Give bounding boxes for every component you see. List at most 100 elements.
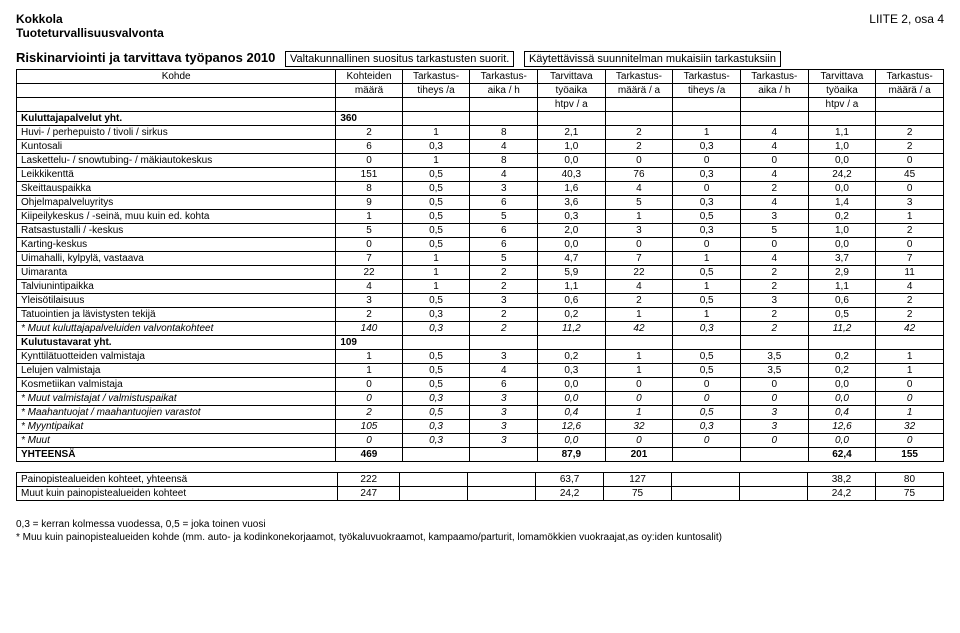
cell: 7 — [336, 252, 402, 266]
cell: 0 — [605, 238, 673, 252]
cell: 3,6 — [538, 196, 606, 210]
cell: 1 — [673, 126, 741, 140]
cell: 1 — [402, 280, 470, 294]
cell: 0 — [336, 238, 402, 252]
cell: 1,4 — [808, 196, 876, 210]
cell — [672, 487, 740, 501]
cell: 0,2 — [808, 350, 876, 364]
col-header — [402, 98, 470, 112]
row-label: Talviunintipaikka — [17, 280, 336, 294]
footnote-2: * Muu kuin painopistealueiden kohde (mm.… — [16, 532, 944, 543]
row-label: Ratsastustalli / -keskus — [17, 224, 336, 238]
row-label: * Maahantuojat / maahantuojien varastot — [17, 406, 336, 420]
table-row: Ratsastustalli / -keskus50,562,030,351,0… — [17, 224, 944, 238]
cell: 5 — [336, 224, 402, 238]
row-label: Uimaranta — [17, 266, 336, 280]
cell: 0 — [740, 238, 808, 252]
cell: 3 — [470, 406, 538, 420]
table-row: Skeittauspaikka80,531,64020,00 — [17, 182, 944, 196]
footnotes: 0,3 = kerran kolmessa vuodessa, 0,5 = jo… — [16, 519, 944, 543]
cell: 0 — [673, 392, 741, 406]
cell: 0,0 — [808, 182, 876, 196]
col-header: Kohde — [17, 70, 336, 84]
cell: 1,1 — [808, 126, 876, 140]
cell: 2 — [605, 140, 673, 154]
cell: 0,5 — [402, 182, 470, 196]
cell: 6 — [470, 378, 538, 392]
cell: 12,6 — [808, 420, 876, 434]
cell: 5,9 — [538, 266, 606, 280]
cell: 3 — [740, 210, 808, 224]
col-header: Tarvittava — [538, 70, 606, 84]
table-row: Muut kuin painopistealueiden kohteet2472… — [17, 487, 944, 501]
cell: 4 — [740, 140, 808, 154]
cell: 2 — [470, 322, 538, 336]
col-header — [336, 98, 402, 112]
cell: 40,3 — [538, 168, 606, 182]
cell: 5 — [470, 252, 538, 266]
footnote-1: 0,3 = kerran kolmessa vuodessa, 0,5 = jo… — [16, 519, 944, 530]
cell: 1 — [673, 308, 741, 322]
cell: 2 — [470, 308, 538, 322]
cell: 1 — [402, 252, 470, 266]
row-label: Kosmetiikan valmistaja — [17, 378, 336, 392]
cell: 0,0 — [538, 392, 606, 406]
cell: 1 — [336, 210, 402, 224]
cell: 247 — [338, 487, 400, 501]
cell: 2,9 — [808, 266, 876, 280]
cell: 2 — [740, 266, 808, 280]
main-table: KohdeKohteidenTarkastus-Tarkastus-Tarvit… — [16, 69, 944, 462]
table-row: Yleisötilaisuus30,530,620,530,62 — [17, 294, 944, 308]
cell: 80 — [875, 473, 943, 487]
row-label: * Muut kuluttajapalveluiden valvontakoht… — [17, 322, 336, 336]
cell: 0,3 — [402, 420, 470, 434]
cell: 1,0 — [808, 140, 876, 154]
cell: 4 — [605, 280, 673, 294]
cell: 3 — [605, 224, 673, 238]
cell: 0,5 — [673, 266, 741, 280]
row-label: Karting-keskus — [17, 238, 336, 252]
cell: 0,5 — [673, 406, 741, 420]
cell: 0,5 — [402, 294, 470, 308]
cell: 6 — [470, 224, 538, 238]
row-label: Lelujen valmistaja — [17, 364, 336, 378]
row-label: Tatuointien ja lävistysten tekijä — [17, 308, 336, 322]
cell: 0,3 — [538, 210, 606, 224]
cell: 1 — [605, 406, 673, 420]
cell: 76 — [605, 168, 673, 182]
cell: 2 — [876, 224, 944, 238]
col-header: Tarkastus- — [740, 70, 808, 84]
table-row: Kuntosali60,341,020,341,02 — [17, 140, 944, 154]
row-label: Muut kuin painopistealueiden kohteet — [17, 487, 338, 501]
cell: 1 — [336, 350, 402, 364]
col-header: Tarkastus- — [402, 70, 470, 84]
title-box-1: Valtakunnallinen suositus tarkastusten s… — [285, 51, 514, 67]
row-label: Yleisötilaisuus — [17, 294, 336, 308]
cell: 0,0 — [808, 392, 876, 406]
cell: 1,1 — [538, 280, 606, 294]
cell: 0 — [876, 182, 944, 196]
cell: 0,5 — [402, 364, 470, 378]
table-row: Uimahalli, kylpylä, vastaava7154,77143,7… — [17, 252, 944, 266]
cell: 2 — [740, 182, 808, 196]
cell: 0 — [673, 238, 741, 252]
cell: 0 — [336, 378, 402, 392]
cell: 3 — [470, 420, 538, 434]
cell: 0,4 — [538, 406, 606, 420]
cell: 4 — [470, 140, 538, 154]
cell: 1,6 — [538, 182, 606, 196]
cell: 2 — [336, 406, 402, 420]
cell: 0 — [740, 392, 808, 406]
cell: 0 — [876, 392, 944, 406]
cell: 0 — [605, 392, 673, 406]
cell: 0,0 — [538, 434, 606, 448]
cell: 4 — [336, 280, 402, 294]
cell: 0 — [876, 154, 944, 168]
cell: 7 — [876, 252, 944, 266]
row-label: Kuntosali — [17, 140, 336, 154]
cell: 2 — [740, 322, 808, 336]
row-label: Ohjelmapalveluyritys — [17, 196, 336, 210]
appendix-label: LIITE 2, osa 4 — [869, 12, 944, 26]
cell: 1 — [402, 126, 470, 140]
cell: 0 — [673, 182, 741, 196]
